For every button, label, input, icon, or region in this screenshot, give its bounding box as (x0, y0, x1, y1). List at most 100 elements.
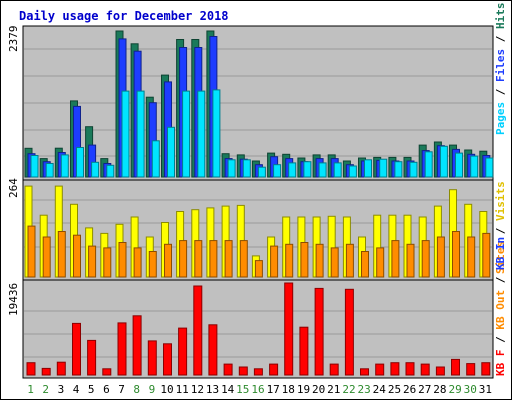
bar-top-pages (60, 154, 69, 178)
bar-top-pages (273, 164, 282, 178)
x-tick-label: 23 (357, 383, 370, 396)
bar-middle-sites (345, 243, 354, 278)
bar-top-pages (318, 162, 327, 178)
bar-top-pages (76, 147, 84, 178)
bar-bottom-kb-f (435, 366, 445, 376)
bar-bottom-kb-f (405, 362, 415, 376)
bar-middle-sites (391, 240, 400, 278)
bar-bottom-kb-f (299, 326, 309, 376)
x-tick-label: 22 (342, 383, 355, 396)
bar-bottom-kb-f (420, 363, 430, 376)
legend-sep: / (494, 336, 507, 343)
chart-title: Daily usage for December 2018 (19, 9, 229, 23)
bar-bottom-kb-f (132, 315, 142, 376)
bar-bottom-kb-f (208, 324, 218, 376)
x-tick-label: 6 (103, 383, 110, 396)
legend-bottom: KB F / KB Out / KB In (494, 237, 507, 376)
bar-middle-sites (436, 236, 445, 278)
x-tick-label: 1 (27, 383, 34, 396)
x-tick-label: 3 (58, 383, 65, 396)
bar-middle-sites (118, 242, 127, 278)
x-tick-label: 16 (251, 383, 264, 396)
x-tick-label: 9 (149, 383, 156, 396)
legend-hits: Hits (494, 3, 507, 30)
bar-bottom-kb-f (223, 363, 233, 376)
x-tick-label: 13 (206, 383, 219, 396)
bar-middle-sites (406, 243, 415, 278)
legend-kbf: KB F (494, 350, 507, 377)
bar-top-pages (121, 90, 130, 178)
legend-middle: Sites / Visits (494, 181, 507, 274)
bar-middle-sites (57, 231, 66, 278)
legend-kbin: KB In (494, 237, 507, 270)
top-max-label: 2379 (7, 26, 20, 53)
bar-middle-sites (73, 234, 81, 278)
bar-bottom-kb-f (117, 322, 127, 376)
bar-bottom-kb-f (163, 343, 172, 376)
x-tick-label: 25 (388, 383, 401, 396)
bar-middle-sites (239, 240, 248, 278)
x-tick-label: 31 (479, 383, 492, 396)
bar-middle-sites (315, 243, 324, 278)
bar-middle-sites (330, 247, 339, 278)
bar-top-pages (197, 90, 206, 178)
bottom-max-label: 19436 (7, 283, 20, 316)
bar-top-pages (424, 151, 433, 178)
x-axis-labels: 1 2 3 4 5 6 7 8 9 10 11 12 13 14 15 16 17 18 19 20 21 22 23 24 2… (27, 383, 492, 396)
bar-top-pages (242, 159, 251, 178)
bar-middle-sites (209, 240, 218, 278)
x-tick-label: 8 (133, 383, 140, 396)
bar-middle-sites (452, 231, 460, 278)
bar-bottom-kb-f (72, 322, 81, 376)
bar-bottom-kb-f (360, 368, 369, 376)
panel-bottom-bg (22, 279, 494, 379)
x-tick-label: 30 (464, 383, 477, 396)
x-tick-label: 7 (118, 383, 125, 396)
bar-bottom-kb-f (269, 363, 279, 376)
legend-pages: Pages (494, 102, 507, 135)
bar-bottom-kb-f (87, 339, 97, 376)
legend-sep: / (494, 35, 507, 42)
bar-middle-sites (194, 240, 203, 278)
bar-middle-sites (467, 236, 476, 278)
bar-middle-sites (133, 247, 142, 278)
bar-bottom-kb-f (314, 287, 324, 376)
x-tick-label: 4 (73, 383, 80, 396)
x-tick-label: 5 (88, 383, 95, 396)
bar-middle-sites (361, 251, 369, 278)
bar-bottom-kb-f (284, 282, 294, 376)
bar-middle-sites (88, 245, 97, 278)
bar-middle-sites (482, 232, 491, 278)
bar-middle-sites (103, 247, 112, 278)
x-tick-label: 24 (373, 383, 387, 396)
bar-bottom-kb-f (147, 340, 157, 376)
bar-bottom-kb-f (41, 367, 51, 376)
bar-middle-sites (376, 247, 385, 278)
bar-top-pages (227, 159, 236, 178)
legend-visits: Visits (494, 181, 507, 221)
x-tick-label: 21 (327, 383, 340, 396)
bar-bottom-kb-f (329, 363, 339, 376)
x-tick-label: 29 (448, 383, 461, 396)
x-tick-label: 14 (221, 383, 235, 396)
legend-kbout: KB Out (494, 290, 507, 330)
x-tick-label: 15 (236, 383, 249, 396)
bar-middle-sites (270, 245, 279, 278)
bar-bottom-kb-f (178, 327, 188, 376)
bar-bottom-kb-f (26, 362, 36, 376)
bar-bottom-kb-f (451, 358, 460, 376)
bar-bottom-kb-f (238, 366, 248, 376)
bar-top-pages (136, 90, 145, 178)
bar-marks (24, 30, 494, 376)
bar-middle-sites (421, 240, 430, 278)
x-tick-label: 18 (282, 383, 295, 396)
legend-sep: / (494, 227, 507, 234)
bar-top-pages (348, 165, 357, 178)
bar-middle-sites (285, 243, 294, 278)
bar-middle-sites (224, 240, 233, 278)
bar-top-pages (91, 161, 100, 178)
bar-bottom-kb-f (102, 368, 112, 376)
bar-bottom-kb-f (466, 363, 476, 376)
bar-top-pages (394, 161, 403, 178)
